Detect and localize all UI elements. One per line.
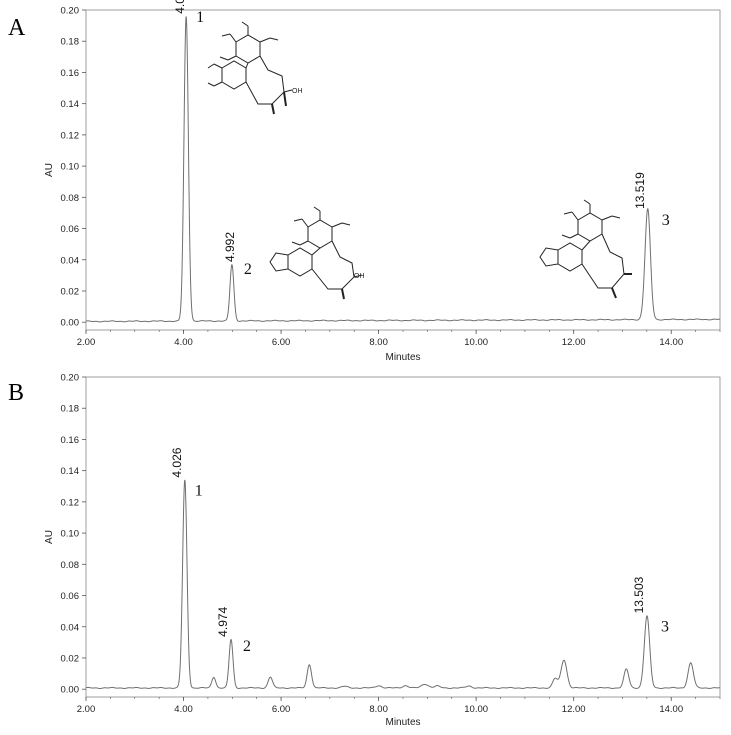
x-tick-label: 10.00 (464, 337, 488, 348)
y-tick-label: 0.02 (61, 653, 80, 664)
y-tick-label: 0.08 (61, 193, 80, 204)
peak-3-retention-time: 13.503 (632, 576, 646, 613)
molecule-structure-1 (207, 21, 293, 115)
y-tick-label: 0.06 (61, 591, 80, 602)
peak-2-label: 2 (243, 638, 251, 655)
y-tick-label: 0.04 (61, 255, 80, 266)
molecule-structure-2 (269, 206, 363, 300)
x-axis-title: Minutes (385, 717, 420, 728)
y-tick-label: 0.04 (61, 622, 80, 633)
x-tick-label: 4.00 (174, 704, 193, 715)
y-tick-label: 0.20 (61, 373, 80, 384)
x-tick-label: 2.00 (77, 704, 96, 715)
peak-1-retention-time: 4.026 (170, 447, 184, 477)
chromatogram-panel-a: 2.00 4.00 6.00 8.00 10.00 12.00 14.00 0.00 0.02 0… (44, 0, 721, 363)
x-tick-label: 12.00 (562, 337, 586, 348)
peak-1-label: 1 (196, 9, 204, 26)
y-tick-label: 0.12 (61, 130, 80, 141)
y-tick-label: 0.08 (61, 560, 80, 571)
y-tick-label: 0.06 (61, 224, 80, 235)
chromatogram-panel-b: 2.00 4.00 6.00 8.00 10.00 12.00 14.00 0.00 0.02 0… (44, 373, 721, 728)
x-tick-label: 10.00 (464, 704, 488, 715)
peak-3-label: 3 (662, 212, 670, 229)
x-tick-label: 4.00 (174, 337, 193, 348)
y-tick-label: 0.16 (61, 68, 80, 79)
y-tick-label: 0.00 (61, 685, 80, 696)
x-tick-label: 8.00 (369, 704, 388, 715)
y-tick-label: 0.16 (61, 435, 80, 446)
peak-1-label: 1 (195, 483, 203, 500)
x-tick-label: 12.00 (562, 704, 586, 715)
y-tick-label: 0.02 (61, 286, 80, 297)
x-tick-label: 14.00 (659, 704, 683, 715)
peak-2-retention-time: 4.974 (216, 606, 230, 636)
peak-2-label: 2 (244, 261, 252, 278)
y-tick-label: 0.20 (61, 6, 80, 17)
peak-3-retention-time: 13.519 (633, 172, 647, 209)
x-axis-title: Minutes (385, 352, 420, 363)
panel-label-a: A (8, 15, 26, 41)
y-tick-label: 0.18 (61, 404, 80, 415)
x-tick-label: 14.00 (659, 337, 683, 348)
x-tick-label: 6.00 (272, 704, 291, 715)
y-tick-label: 0.14 (61, 466, 80, 477)
y-tick-label: 0.10 (61, 162, 80, 173)
molecule-structure-3 (539, 199, 632, 299)
y-tick-label: 0.00 (61, 318, 80, 329)
plot-frame-a (85, 9, 721, 331)
x-tick-label: 8.00 (369, 337, 388, 348)
chromatogram-trace-a (85, 16, 721, 323)
y-tick-label: 0.18 (61, 37, 80, 48)
peak-1-retention-time: 4.054 (173, 0, 187, 14)
y-axis-title: AU (44, 163, 55, 177)
panel-label-b: B (8, 380, 24, 406)
peak-3-label: 3 (661, 618, 669, 635)
peak-2-retention-time: 4.992 (223, 232, 237, 262)
x-tick-label: 6.00 (272, 337, 291, 348)
x-tick-label: 2.00 (77, 337, 96, 348)
y-tick-label: 0.12 (61, 497, 80, 508)
molecule-2-hydroxyl-label: OH (354, 273, 365, 280)
y-tick-label: 0.14 (61, 99, 80, 110)
y-axis-title: AU (44, 530, 55, 544)
chromatogram-trace-b (85, 479, 721, 689)
y-tick-label: 0.10 (61, 529, 80, 540)
molecule-1-hydroxyl-label: OH (292, 88, 303, 95)
